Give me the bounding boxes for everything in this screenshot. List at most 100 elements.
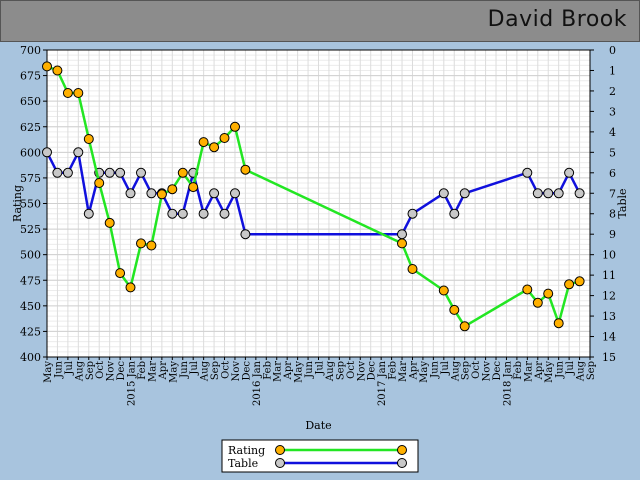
y2-tick-label: 13	[602, 310, 616, 323]
x-tick-label: Sep	[335, 361, 346, 380]
x-tick-label: Dec	[116, 361, 127, 381]
x-tick-label: Jun	[555, 360, 566, 378]
y-tick-label: 700	[20, 44, 41, 57]
series-point-rating	[198, 137, 209, 148]
series-point-table	[230, 188, 240, 199]
legend-marker-table	[397, 458, 407, 468]
series-point-rating	[156, 189, 167, 200]
y-tick-label: 500	[20, 249, 41, 262]
series-point-rating	[188, 182, 199, 193]
series-point-rating	[115, 268, 126, 279]
series-point-table	[198, 208, 209, 219]
x-tick-label: 2015 Jan	[127, 360, 138, 406]
series-point-rating	[438, 285, 449, 296]
y2-tick-label: 11	[602, 269, 616, 282]
x-tick-label: Aug	[450, 360, 461, 382]
y-tick-label: 475	[20, 274, 41, 287]
series-point-table	[564, 167, 575, 178]
series-point-rating	[219, 133, 230, 143]
y2-tick-label: 7	[609, 187, 616, 200]
y2-tick-label: 4	[609, 126, 616, 139]
series-point-rating	[564, 279, 575, 290]
x-tick-label: Nov	[106, 361, 117, 382]
series-point-table	[449, 208, 460, 219]
series-point-table	[83, 208, 94, 219]
x-tick-label: Aug	[325, 360, 336, 382]
series-point-rating	[397, 238, 407, 249]
x-tick-label: Jun	[53, 360, 64, 378]
x-tick-label: May	[43, 361, 54, 383]
legend-marker-rating	[275, 445, 285, 455]
series-point-rating	[209, 142, 220, 153]
series-point-table	[459, 188, 470, 199]
x-tick-label: Apr	[283, 361, 294, 381]
x-tick-label: Jul	[189, 361, 200, 376]
series-point-rating	[104, 217, 115, 228]
x-tick-label: May	[294, 361, 305, 383]
x-tick-label: Aug	[576, 360, 587, 382]
series-point-table	[167, 208, 178, 219]
x-tick-label: Sep	[586, 361, 597, 380]
series-point-rating	[230, 121, 240, 132]
series-point-rating	[449, 304, 460, 315]
x-tick-label: 2018 Jan	[502, 360, 513, 406]
x-tick-label: Jul	[440, 361, 451, 376]
y-tick-label: 425	[20, 325, 41, 338]
x-tick-label: Oct	[346, 361, 357, 379]
series-point-rating	[52, 65, 63, 76]
series-point-table	[209, 188, 220, 199]
series-point-table	[104, 167, 115, 178]
y2-tick-label: 2	[609, 85, 616, 98]
player-name: David Brook	[487, 7, 627, 32]
series-point-rating	[42, 61, 52, 72]
x-tick-label: Apr	[408, 361, 419, 381]
y-axis-label: Rating	[11, 185, 24, 222]
plot-border	[46, 49, 591, 358]
x-tick-label: Oct	[95, 361, 106, 379]
y2-tick-label: 1	[609, 64, 616, 77]
y2-tick-label: 14	[602, 331, 616, 344]
x-tick-label: Nov	[356, 361, 367, 382]
y2-tick-label: 10	[602, 249, 616, 262]
legend-label-table: Table	[228, 457, 258, 470]
series-point-rating	[459, 321, 470, 332]
series-point-table	[125, 188, 136, 199]
series-point-table	[73, 147, 84, 158]
series-point-rating	[73, 88, 84, 98]
series-point-rating	[146, 240, 157, 251]
x-axis-label: Date	[305, 419, 331, 432]
y2-tick-label: 9	[609, 228, 616, 241]
y2-tick-label: 8	[609, 208, 616, 221]
x-tick-label: Feb	[137, 361, 148, 380]
series-point-rating	[522, 284, 533, 295]
x-tick-label: Sep	[85, 361, 96, 380]
x-tick-label: Aug	[74, 360, 85, 382]
x-tick-label: Sep	[210, 361, 221, 380]
x-tick-label: Nov	[231, 361, 242, 382]
series-point-rating	[62, 88, 73, 98]
y-tick-label: 625	[20, 121, 41, 134]
series-point-table	[42, 147, 52, 158]
series-point-rating	[177, 167, 188, 178]
series-point-table	[407, 208, 418, 219]
series-point-table	[219, 208, 230, 219]
x-tick-label: Feb	[388, 361, 399, 380]
x-tick-label: Oct	[471, 361, 482, 379]
x-tick-label: Jul	[64, 361, 75, 376]
series-point-rating	[125, 282, 136, 293]
y-tick-label: 450	[20, 300, 41, 313]
x-tick-label: Jul	[315, 361, 326, 376]
x-tick-label: Oct	[221, 361, 232, 379]
x-tick-label: Jun	[179, 360, 190, 378]
legend-marker-rating	[397, 445, 407, 455]
series-point-table	[115, 167, 126, 178]
x-tick-label: Jun	[304, 360, 315, 378]
x-tick-label: May	[168, 361, 179, 383]
x-tick-label: Sep	[461, 361, 472, 380]
series-point-rating	[240, 164, 251, 175]
series-point-table	[532, 188, 543, 199]
x-tick-label: May	[544, 361, 555, 383]
y2-tick-label: 15	[602, 351, 616, 364]
x-tick-label: Apr	[534, 361, 545, 381]
y-tick-label: 600	[20, 146, 41, 159]
